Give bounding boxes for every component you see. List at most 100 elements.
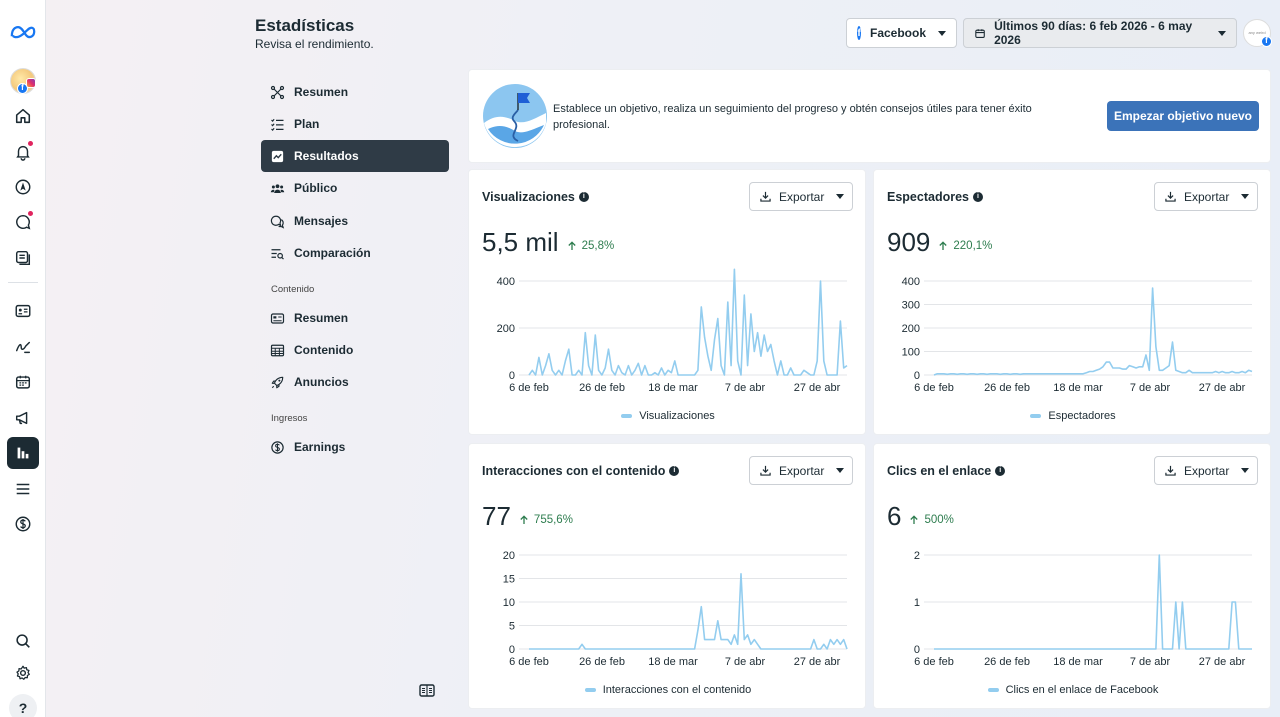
metric-value: 909 220,1% bbox=[887, 227, 992, 258]
series-line bbox=[528, 268, 848, 376]
goal-flag-illustration bbox=[483, 84, 547, 148]
section-heading-ingresos: Ingresos bbox=[271, 413, 308, 424]
x-tick-label: 6 de feb bbox=[509, 382, 549, 394]
series-line bbox=[933, 287, 1253, 376]
subnav-anuncios[interactable]: Anuncios bbox=[261, 366, 449, 398]
y-tick-label: 0 bbox=[914, 644, 920, 656]
download-icon bbox=[760, 191, 771, 202]
metric-title: Clics en el enlace i bbox=[887, 464, 1006, 478]
x-tick-label: 6 de feb bbox=[509, 656, 549, 668]
facebook-badge-icon: f bbox=[1261, 36, 1272, 47]
arrow-up-icon bbox=[910, 515, 919, 524]
content-library-icon[interactable] bbox=[7, 242, 39, 274]
info-icon[interactable]: i bbox=[578, 192, 589, 202]
subnav-resumen[interactable]: Resumen bbox=[261, 76, 449, 108]
line-chart-espectadores: 0 100 200 300 400 6 de feb 26 de feb 18 de mar 7… bbox=[902, 276, 1253, 394]
chevron-down-icon bbox=[1241, 468, 1250, 473]
export-button[interactable]: Exportar bbox=[749, 456, 853, 485]
export-button[interactable]: Exportar bbox=[1154, 456, 1258, 485]
export-button[interactable]: Exportar bbox=[1154, 182, 1258, 211]
home-icon[interactable] bbox=[7, 100, 39, 132]
gear-icon[interactable] bbox=[7, 657, 39, 689]
y-tick-label: 15 bbox=[503, 574, 515, 586]
arrow-up-icon bbox=[567, 241, 576, 250]
insights-bar-chart-icon[interactable] bbox=[7, 437, 39, 469]
metric-card-visualizaciones: Visualizaciones i Exportar 5,5 mil 25,8% … bbox=[468, 169, 866, 435]
metric-change-text: 25,8% bbox=[581, 240, 615, 252]
export-label: Exportar bbox=[779, 463, 825, 478]
subnav-mensajes[interactable]: Mensajes bbox=[261, 205, 449, 237]
account-avatar[interactable]: any weird f bbox=[1243, 19, 1272, 47]
x-tick-label: 18 de mar bbox=[1053, 382, 1103, 394]
metric-change: 25,8% bbox=[567, 240, 615, 252]
id-card-icon[interactable] bbox=[7, 295, 39, 327]
account-avatar-text: any weird bbox=[1248, 30, 1266, 35]
metric-change: 220,1% bbox=[938, 240, 992, 252]
date-range-selector[interactable]: Últimos 90 días: 6 feb 2026 - 6 may 2026 bbox=[963, 18, 1237, 48]
chevron-down-icon bbox=[1241, 194, 1250, 199]
subnav-label: Anuncios bbox=[294, 375, 349, 389]
export-label: Exportar bbox=[779, 189, 825, 204]
metric-title-text: Espectadores bbox=[887, 190, 969, 204]
metric-value: 77 755,6% bbox=[482, 501, 573, 532]
info-icon[interactable]: i bbox=[972, 192, 983, 202]
help-icon[interactable]: ? bbox=[9, 694, 37, 717]
subnav-plan[interactable]: Plan bbox=[261, 108, 449, 140]
metric-value-text: 6 bbox=[887, 501, 902, 531]
chevron-down-icon bbox=[938, 30, 946, 36]
metric-value-text: 909 bbox=[887, 227, 931, 257]
metric-title-text: Visualizaciones bbox=[482, 190, 575, 204]
messages-icon[interactable] bbox=[7, 206, 39, 238]
subnav-contenido-resumen[interactable]: Resumen bbox=[261, 302, 449, 334]
collapse-panel-icon[interactable] bbox=[419, 684, 435, 697]
download-icon bbox=[760, 465, 771, 476]
x-tick-label: 18 de mar bbox=[648, 656, 698, 668]
facebook-icon: f bbox=[857, 26, 861, 40]
subnav-resultados[interactable]: Resultados bbox=[261, 140, 449, 172]
profile-avatar[interactable]: f bbox=[10, 68, 36, 94]
arrow-up-icon bbox=[939, 241, 948, 250]
start-new-goal-button[interactable]: Empezar objetivo nuevo bbox=[1107, 101, 1259, 131]
search-icon[interactable] bbox=[7, 625, 39, 657]
metric-title: Interacciones con el contenido i bbox=[482, 464, 680, 478]
y-tick-label: 10 bbox=[503, 597, 515, 609]
subnav-publico[interactable]: Público bbox=[261, 172, 449, 204]
chevron-down-icon bbox=[1218, 30, 1226, 36]
section-heading-contenido: Contenido bbox=[271, 284, 315, 295]
notifications-bell-icon[interactable] bbox=[7, 136, 39, 168]
y-tick-label: 300 bbox=[902, 300, 920, 312]
network-icon bbox=[270, 85, 285, 99]
signature-icon[interactable] bbox=[7, 331, 39, 363]
chat-bubbles-icon bbox=[270, 215, 285, 229]
subnav-earnings[interactable]: Earnings bbox=[261, 431, 449, 463]
checklist-icon bbox=[271, 118, 284, 131]
series-line bbox=[529, 572, 848, 650]
calendar-icon[interactable] bbox=[7, 366, 39, 398]
info-icon[interactable]: i bbox=[669, 466, 680, 476]
platform-selector[interactable]: f Facebook bbox=[846, 18, 957, 48]
compass-icon[interactable] bbox=[7, 171, 39, 203]
rocket-icon bbox=[271, 376, 284, 388]
menu-icon[interactable] bbox=[7, 473, 39, 505]
subnav-comparacion[interactable]: Comparación bbox=[261, 237, 449, 269]
notification-dot bbox=[28, 141, 33, 146]
legend-swatch bbox=[987, 688, 999, 693]
x-tick-label: 27 de abr bbox=[1199, 656, 1246, 668]
metric-title-text: Interacciones con el contenido bbox=[482, 464, 666, 478]
legend-swatch bbox=[1030, 414, 1042, 419]
metric-value-text: 5,5 mil bbox=[482, 227, 559, 257]
export-button[interactable]: Exportar bbox=[749, 182, 853, 211]
facebook-badge-icon: f bbox=[17, 83, 28, 94]
monetization-icon[interactable] bbox=[7, 508, 39, 540]
megaphone-icon[interactable] bbox=[7, 402, 39, 434]
subnav-contenido[interactable]: Contenido bbox=[261, 334, 449, 366]
page-subtitle: Revisa el rendimiento. bbox=[255, 37, 374, 51]
subnav-label: Plan bbox=[294, 117, 320, 131]
legend-label: Visualizaciones bbox=[639, 410, 715, 422]
info-icon[interactable]: i bbox=[995, 466, 1006, 476]
meta-logo-icon[interactable] bbox=[7, 16, 39, 48]
chevron-down-icon bbox=[836, 194, 845, 199]
trend-chart-icon bbox=[271, 150, 284, 162]
chart-legend: Visualizaciones bbox=[469, 410, 867, 422]
